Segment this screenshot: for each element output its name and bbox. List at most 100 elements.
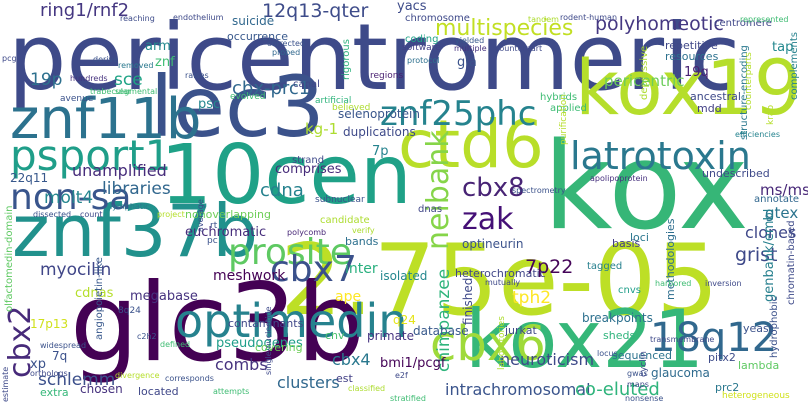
- word: counterpart: [495, 44, 543, 53]
- word: hundreds: [70, 74, 108, 83]
- word: pericentric: [604, 72, 685, 90]
- word: cnvs: [618, 285, 641, 296]
- word: harbored: [655, 279, 692, 288]
- word: intrachromosomal: [445, 380, 591, 399]
- word: znf25phc: [380, 94, 537, 134]
- word: combs: [215, 355, 268, 374]
- word: ring1/rnf2: [40, 0, 130, 21]
- word: psport1: [10, 131, 172, 180]
- word: myocilin: [40, 260, 112, 280]
- word: gtex: [765, 204, 799, 222]
- word: cnv: [325, 329, 345, 342]
- word: extra: [40, 386, 69, 399]
- word: genbank/embl: [762, 208, 777, 302]
- word: resources: [665, 50, 719, 63]
- word: cbx-prc1: [232, 78, 311, 99]
- word: hybrids: [540, 92, 578, 103]
- word: 12q13-qter: [262, 0, 369, 22]
- word: project: [157, 210, 185, 219]
- word: cdna: [260, 180, 304, 201]
- word: breakpoints: [582, 311, 653, 325]
- word: znf37b: [12, 189, 259, 273]
- word: stratified: [390, 394, 426, 403]
- word: endothelium: [173, 13, 224, 22]
- word: psc: [198, 97, 221, 112]
- word: comprises: [275, 162, 342, 177]
- word: pcg: [2, 54, 17, 63]
- word: 7p22: [525, 256, 574, 278]
- word: heterochromatic: [455, 267, 546, 280]
- word: pericentromeric: [8, 4, 741, 111]
- word: e2f: [395, 371, 408, 380]
- word: tap: [772, 40, 794, 55]
- word: libraries: [102, 179, 171, 199]
- word: average: [196, 199, 205, 232]
- word: ctd6: [398, 106, 545, 183]
- word: multispecies: [435, 16, 574, 41]
- word: believed: [332, 103, 371, 113]
- word: artificial: [315, 96, 352, 106]
- word: kox21: [465, 293, 705, 386]
- word: cbx6: [430, 316, 546, 372]
- word: unamplified: [72, 161, 167, 180]
- word: cyclin: [639, 351, 649, 377]
- word: corrected: [267, 39, 306, 48]
- word: q24: [393, 313, 416, 327]
- word: arm: [145, 39, 171, 54]
- word: ape: [335, 289, 362, 305]
- word: lymphatic: [110, 202, 150, 211]
- word: removed: [118, 61, 154, 70]
- word: evolved: [230, 92, 266, 102]
- word: nonoverlapping: [185, 208, 271, 221]
- word: pc: [207, 236, 218, 246]
- word: hydrophobic: [769, 295, 780, 358]
- word: ancestral: [690, 90, 741, 103]
- word: counterparts: [744, 52, 754, 110]
- word: dissected: [33, 210, 72, 219]
- word: znf: [155, 55, 175, 70]
- word: probed: [272, 48, 301, 57]
- word: attempts: [213, 387, 250, 396]
- word: loci: [630, 231, 649, 244]
- word: c2h2: [137, 332, 157, 341]
- word: database: [413, 324, 469, 338]
- word: verify: [352, 226, 375, 235]
- word: divergence: [115, 371, 160, 380]
- word: rigorous: [341, 39, 352, 80]
- word: 19q: [684, 65, 709, 80]
- word: apolipoprotein: [590, 174, 648, 183]
- word: latrotoxin: [570, 134, 751, 178]
- word: complements: [789, 32, 800, 100]
- word: optineurin: [462, 237, 524, 251]
- word: non-sa: [10, 177, 132, 218]
- word: kox: [543, 118, 749, 257]
- word: nonsense: [625, 394, 664, 403]
- word: gla: [457, 55, 477, 70]
- word: krab: [766, 104, 776, 125]
- word: znf11b: [10, 87, 202, 152]
- word: mdd: [697, 102, 722, 115]
- word: est: [336, 372, 353, 385]
- word: molt4: [44, 188, 94, 208]
- word: angiopoietin-like: [94, 257, 105, 340]
- word: canal: [293, 79, 320, 90]
- word: yeast: [743, 322, 774, 335]
- word: classified: [348, 384, 386, 393]
- word: occurrence: [227, 30, 288, 43]
- word: bmi1/pcgf: [380, 356, 446, 371]
- word: sheds: [603, 329, 636, 342]
- word: covering: [255, 341, 303, 354]
- word: 7p: [372, 144, 389, 159]
- word: 8q24: [118, 306, 141, 316]
- word: dnas: [418, 204, 443, 215]
- word: isolated: [380, 269, 428, 283]
- word: 10cen: [160, 128, 412, 223]
- word: clones: [745, 223, 797, 242]
- word: cdnas: [75, 286, 114, 301]
- word: chromatin-based: [786, 220, 797, 305]
- word: bands: [345, 235, 379, 248]
- word: neuroticism: [500, 350, 595, 369]
- word: undescribed: [702, 167, 770, 180]
- word: prc2: [715, 381, 740, 394]
